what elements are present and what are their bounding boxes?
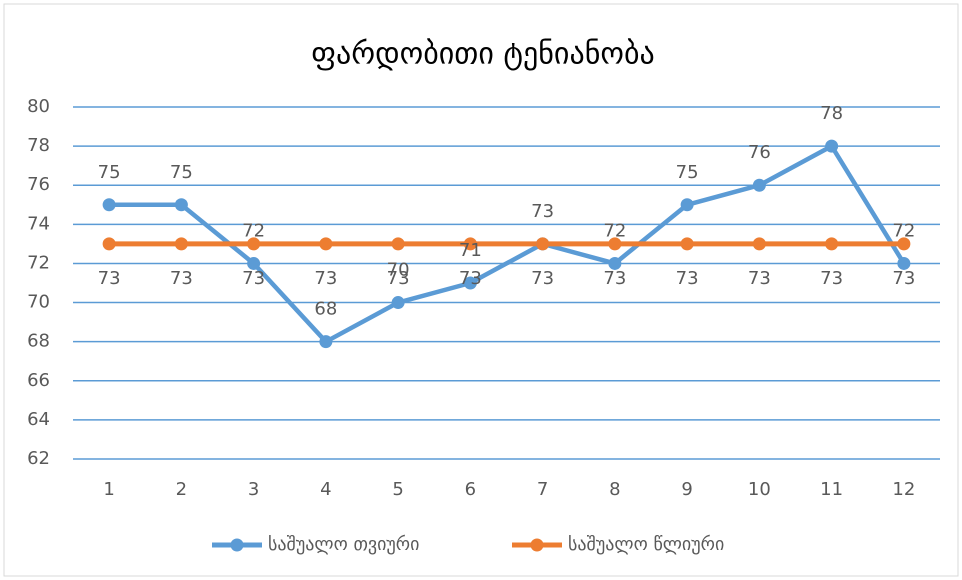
x-tick-label: 8 [609,479,620,500]
legend-label: საშუალო წლიური [568,534,724,555]
legend-marker [530,538,544,552]
x-tick-label: 3 [248,479,259,500]
x-tick-label: 9 [681,479,692,500]
y-tick-label: 74 [27,213,50,234]
data-point [319,237,333,251]
data-label: 73 [459,268,482,289]
data-point [391,296,405,310]
data-label: 78 [820,103,843,124]
data-label: 73 [603,268,626,289]
data-point [247,237,261,251]
y-tick-label: 68 [27,331,50,352]
x-tick-label: 4 [320,479,331,500]
y-tick-label: 66 [27,370,50,391]
y-tick-label: 62 [27,448,50,469]
data-point [825,237,839,251]
x-tick-label: 10 [748,479,771,500]
data-label: 73 [676,268,699,289]
data-point [608,237,622,251]
data-label: 68 [314,299,337,320]
y-tick-label: 70 [27,292,50,313]
x-tick-label: 12 [892,479,915,500]
data-label: 73 [98,268,121,289]
data-label: 73 [820,268,843,289]
data-label: 72 [892,220,915,241]
data-label: 73 [314,268,337,289]
data-point [897,256,911,270]
data-point [608,256,622,270]
y-tick-label: 64 [27,409,50,430]
series-line [109,143,906,344]
y-tick-label: 78 [27,135,50,156]
x-tick-label: 7 [537,479,548,500]
data-point [319,335,333,349]
legend-label: საშუალო თვიური [268,534,419,555]
legend-marker [230,538,244,552]
data-point [536,237,550,251]
y-tick-label: 80 [27,96,50,117]
data-label: 73 [892,268,915,289]
data-label: 75 [676,162,699,183]
data-label: 76 [748,142,771,163]
data-point [825,139,839,153]
data-point [102,237,116,251]
data-label: 75 [170,162,193,183]
data-label: 73 [531,201,554,222]
y-tick-label: 76 [27,174,50,195]
data-label: 73 [170,268,193,289]
data-label: 73 [748,268,771,289]
data-point [247,256,261,270]
x-tick-label: 2 [176,479,187,500]
x-tick-label: 6 [465,479,476,500]
chart-title: ფარდობითი ტენიანობა [311,37,654,72]
chart-border [3,3,959,577]
x-tick-label: 11 [820,479,843,500]
data-point [752,178,766,192]
data-point [174,198,188,212]
data-point [463,276,477,290]
data-label: 72 [242,220,265,241]
data-point [680,237,694,251]
data-point [463,237,477,251]
data-point [897,237,911,251]
data-point [174,237,188,251]
data-point [680,198,694,212]
x-tick-label: 1 [103,479,114,500]
data-point [391,237,405,251]
data-label: 72 [603,220,626,241]
data-label: 70 [387,260,410,281]
data-label: 71 [459,240,482,261]
data-point [752,237,766,251]
data-label: 73 [387,268,410,289]
x-tick-label: 5 [392,479,403,500]
data-label: 73 [242,268,265,289]
data-label: 75 [98,162,121,183]
data-point [102,198,116,212]
data-label: 73 [531,268,554,289]
y-tick-label: 72 [27,252,50,273]
